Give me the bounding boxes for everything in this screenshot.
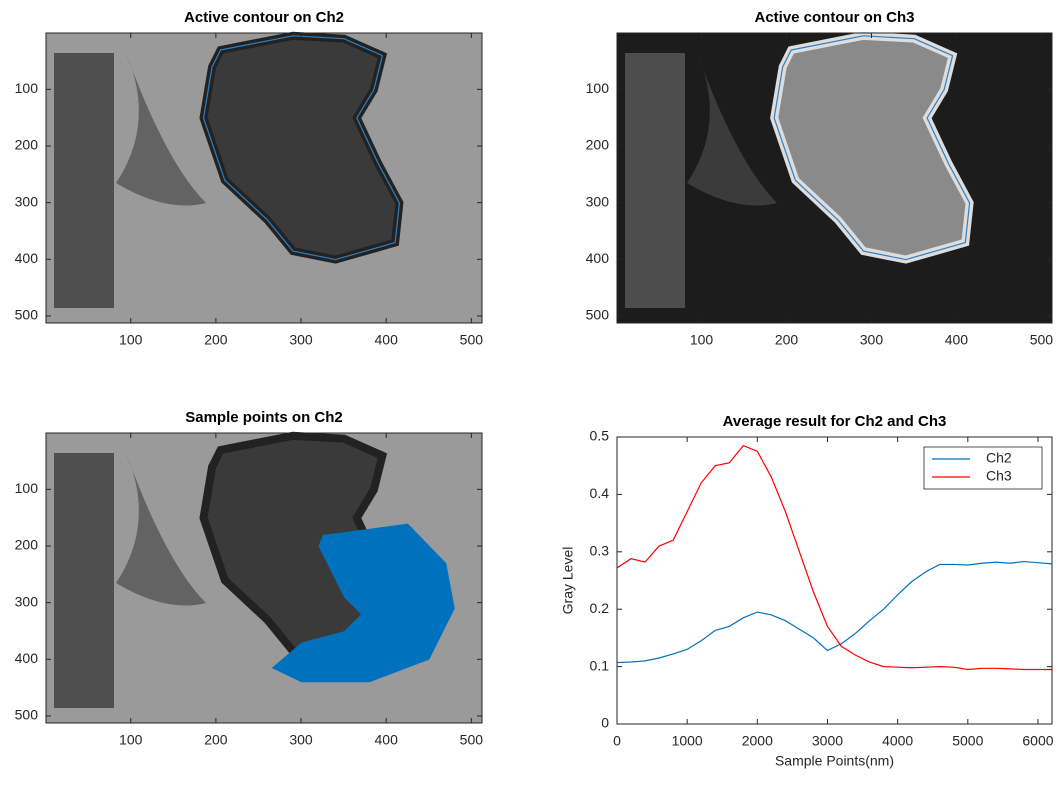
legend-label: Ch3	[986, 468, 1012, 484]
x-tick-label: 200	[775, 332, 799, 348]
x-tick-label: 200	[204, 732, 228, 748]
line	[616, 560, 1053, 664]
y-tick-label: 100	[586, 80, 610, 96]
y-tick-label: 500	[586, 307, 610, 323]
subplot: Ch2 Ch3 Sample Points(nm) Gray Level 0 1000 20…	[560, 413, 1054, 769]
chart-title: Sample points on Ch2	[185, 409, 343, 426]
x-tick-label: 100	[119, 332, 143, 348]
chart-title: Average result for Ch2 and Ch3	[723, 413, 947, 430]
x-tick-label: 0	[613, 733, 621, 749]
legend	[923, 446, 1043, 490]
subplot: 100 200 300 400 500 100 200 300 400 500 Sample poi…	[15, 409, 484, 748]
x-tick-label: 4000	[882, 733, 913, 749]
chart-title: Active contour on Ch3	[754, 9, 914, 26]
axes-frame	[45, 432, 483, 724]
image-band	[54, 453, 114, 708]
x-axis-label: Sample Points(nm)	[775, 753, 894, 769]
subplot: 100 200 300 400 500 100 200 300 400 500 Active con…	[586, 9, 1054, 348]
y-tick-label: 500	[15, 707, 39, 723]
x-tick-label: 3000	[812, 733, 843, 749]
y-axis-label: Gray Level	[560, 547, 576, 615]
x-tick-label: 200	[204, 332, 228, 348]
image-ring	[687, 53, 777, 206]
y-tick-label: 0.5	[590, 428, 610, 444]
x-tick-label: 100	[690, 332, 714, 348]
x-tick-label: 500	[460, 332, 484, 348]
contour	[773, 35, 971, 261]
x-tick-label: 300	[289, 332, 313, 348]
sample-points	[271, 523, 455, 683]
axes-frame	[616, 436, 1053, 725]
x-tick-label: 100	[119, 732, 143, 748]
x-tick-label: 2000	[742, 733, 773, 749]
y-tick-label: 400	[586, 250, 610, 266]
x-tick-label: 500	[460, 732, 484, 748]
y-tick-label: 300	[586, 193, 610, 209]
y-tick-label: 300	[15, 593, 39, 609]
contour	[202, 35, 401, 261]
x-tick-label: 5000	[952, 733, 983, 749]
axes-frame	[45, 32, 483, 324]
y-tick-label: 400	[15, 250, 39, 266]
y-tick-label: 0.1	[590, 657, 610, 673]
y-tick-label: 100	[15, 80, 39, 96]
y-tick-label: 500	[15, 307, 39, 323]
x-tick-label: 400	[945, 332, 969, 348]
y-tick-label: 0.4	[590, 485, 610, 501]
axes-frame	[616, 32, 1053, 324]
image-ring	[116, 453, 206, 606]
image-band	[54, 53, 114, 308]
y-tick-label: 200	[15, 537, 39, 553]
y-tick-label: 200	[15, 137, 39, 153]
subplot: 100 200 300 400 500 100 200 300 400 500 Active con…	[15, 9, 484, 348]
y-tick-label: 0.3	[590, 543, 610, 559]
x-tick-label: 400	[375, 332, 399, 348]
y-tick-label: 300	[15, 193, 39, 209]
x-tick-label: 6000	[1022, 733, 1053, 749]
y-tick-label: 0.2	[590, 600, 610, 616]
legend-label: Ch2	[986, 450, 1012, 466]
x-tick-label: 300	[860, 332, 884, 348]
line	[616, 444, 1052, 671]
image-ring	[116, 53, 206, 206]
y-tick-label: 200	[586, 137, 610, 153]
x-tick-label: 1000	[672, 733, 703, 749]
x-tick-label: 400	[375, 732, 399, 748]
y-tick-label: 0	[601, 715, 609, 731]
image-band	[625, 53, 685, 308]
y-tick-label: 100	[15, 480, 39, 496]
x-tick-label: 300	[289, 732, 313, 748]
y-tick-label: 400	[15, 650, 39, 666]
chart-title: Active contour on Ch2	[184, 9, 344, 26]
x-tick-label: 500	[1030, 332, 1054, 348]
